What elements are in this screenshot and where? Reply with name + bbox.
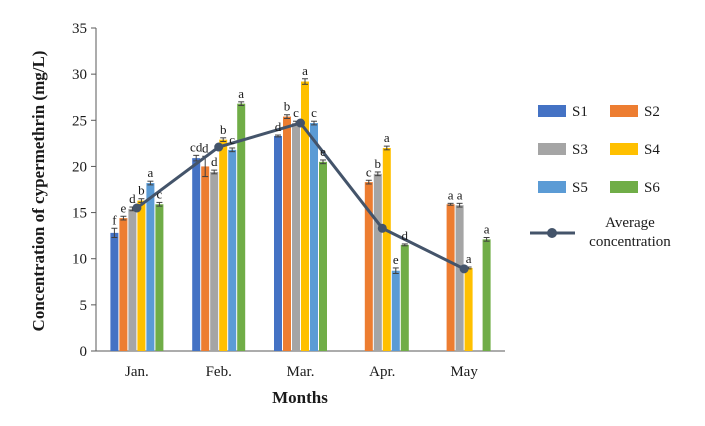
significance-letter: a [466, 251, 472, 266]
significance-letter: d [129, 191, 136, 206]
legend-swatch-s4 [610, 143, 638, 155]
legend-swatch-s6 [610, 181, 638, 193]
bar-s4 [137, 200, 146, 351]
bar-s2 [446, 204, 455, 351]
bar-s2 [283, 116, 291, 351]
legend-line-marker [547, 228, 557, 238]
y-tick-label: 0 [80, 344, 88, 360]
bars [110, 78, 491, 352]
x-tick-label: Apr. [369, 364, 395, 380]
bar-s5 [391, 270, 400, 351]
significance-letter: f [112, 212, 117, 227]
legend-label-s1: S1 [572, 104, 588, 120]
bar-s3 [455, 205, 464, 351]
legend-label-s4: S4 [644, 142, 660, 158]
legend-label-s6: S6 [644, 180, 660, 196]
legend-label-s5: S5 [572, 180, 588, 196]
average-point [459, 264, 469, 274]
bar-s6 [237, 103, 246, 351]
significance-letter: b [284, 99, 291, 114]
average-point [214, 142, 224, 152]
axes [91, 27, 505, 352]
significance-letter: a [238, 86, 244, 101]
significance-letter: a [384, 130, 390, 145]
significance-letter: a [148, 165, 154, 180]
significance-letter: e [393, 252, 399, 267]
y-tick-label: 20 [72, 159, 87, 175]
significance-letter: b [375, 156, 382, 171]
bar-s6 [482, 239, 491, 351]
significance-letter: a [457, 187, 463, 202]
x-tick-label: May [450, 364, 478, 380]
significance-letter: a [302, 63, 308, 78]
y-tick-label: 15 [72, 206, 87, 222]
legend-label-s2: S2 [644, 104, 660, 120]
bar-s5 [146, 183, 155, 351]
bar-s3 [210, 171, 219, 351]
significance-letter: a [484, 221, 490, 236]
bar-s3 [128, 208, 137, 351]
y-axis-title: Concentration of cypermethrin (mg/L) [29, 51, 48, 332]
bar-s2 [364, 182, 373, 351]
y-tick-label: 25 [72, 113, 87, 129]
significance-letter: b [138, 183, 145, 198]
significance-letter: c [293, 105, 299, 120]
average-point [296, 118, 305, 128]
significance-letter: b [220, 122, 227, 137]
significance-letter: d [211, 154, 218, 169]
significance-letter: c [366, 164, 372, 179]
average-point [377, 223, 387, 233]
bar-s6 [319, 161, 327, 351]
bar-s2 [119, 218, 128, 351]
significance-letter: d [202, 140, 209, 155]
x-tick-label: Feb. [206, 364, 232, 380]
significance-letter: cd [190, 139, 203, 154]
bar-s4 [382, 147, 391, 351]
x-tick-label: Mar. [287, 364, 315, 380]
bar-s2 [201, 166, 210, 351]
bar-s3 [373, 173, 382, 351]
x-tick-label: Jan. [125, 364, 149, 380]
average-line-path [136, 121, 465, 271]
bar-s1 [192, 158, 201, 351]
bar-s1 [110, 232, 119, 351]
bar-s3 [292, 123, 300, 351]
average-line [132, 118, 469, 274]
significance-letter: e [121, 200, 127, 215]
bar-s5 [310, 123, 318, 351]
bar-s4 [301, 81, 309, 352]
y-tick-label: 5 [80, 298, 88, 314]
legend-swatch-s5 [538, 181, 566, 193]
significance-letter: d [275, 119, 282, 134]
significance-letter: e [320, 144, 326, 159]
y-tick-label: 30 [72, 67, 87, 83]
bar-s6 [400, 244, 409, 351]
y-tick-label: 10 [72, 252, 87, 268]
bar-s6 [155, 204, 164, 351]
y-tick-label: 35 [72, 21, 87, 37]
bar-s1 [274, 135, 282, 351]
significance-letter: c [157, 186, 163, 201]
x-axis-title: Months [272, 388, 328, 407]
legend-swatch-s3 [538, 143, 566, 155]
average-point [132, 203, 142, 213]
bar-s4 [219, 139, 228, 351]
bar-s5 [228, 149, 237, 351]
significance-letter: a [448, 187, 454, 202]
legend-label-average: Average concentration [589, 215, 671, 250]
significance-letter: c [229, 132, 235, 147]
tick-labels: 0 5 10 15 20 25 30 35 Jan. Feb. Mar. Apr. May [72, 21, 478, 380]
significance-letter: d [402, 228, 409, 243]
significance-letter: c [311, 105, 317, 120]
legend: S1 S2 S3 S4 S5 S6 Average concentration [530, 104, 671, 250]
legend-label-s3: S3 [572, 142, 588, 158]
bar-s4 [464, 267, 473, 351]
legend-swatch-s1 [538, 105, 566, 117]
axis-titles: Months Concentration of cypermethrin (mg… [29, 51, 328, 407]
legend-swatch-s2 [610, 105, 638, 117]
